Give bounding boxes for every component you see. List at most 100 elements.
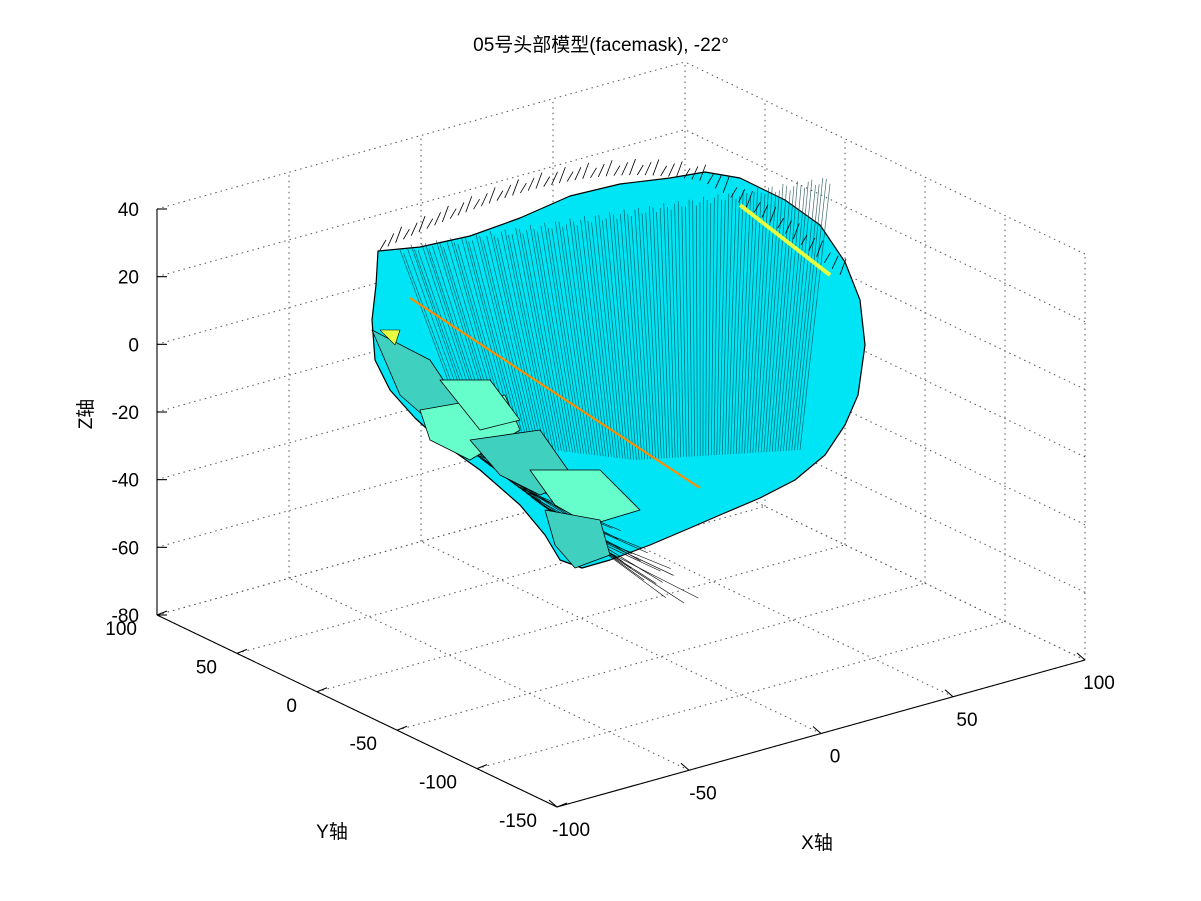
grid-line xyxy=(396,582,926,731)
mesh-line xyxy=(475,233,529,448)
mesh-line xyxy=(652,207,665,459)
edge-spike xyxy=(441,205,449,223)
edge-spike xyxy=(410,222,418,236)
edge-spike xyxy=(785,220,792,234)
grid-line xyxy=(420,541,822,734)
yellow-patch xyxy=(379,329,401,346)
edge-spike xyxy=(496,190,504,201)
mesh-line xyxy=(708,203,712,456)
mesh-line xyxy=(771,186,795,452)
mesh-line xyxy=(727,198,737,455)
edge-spike xyxy=(488,187,496,204)
mesh-line xyxy=(555,221,590,455)
edge-spike xyxy=(621,162,629,176)
mesh-line xyxy=(562,227,596,456)
mesh-line xyxy=(744,187,759,454)
y-tick xyxy=(316,687,328,693)
mesh-line xyxy=(580,219,610,457)
mesh-line xyxy=(623,209,643,460)
y-tick-label: 0 xyxy=(286,696,297,717)
mesh-line xyxy=(794,177,824,451)
edge-spike xyxy=(465,196,473,213)
edge-spike xyxy=(449,208,457,219)
facemask-surface xyxy=(371,158,866,604)
y-tick xyxy=(156,610,168,616)
edge-spike xyxy=(660,165,668,177)
mesh-line xyxy=(638,208,654,459)
mesh-line xyxy=(783,181,809,452)
orange-stripe xyxy=(409,297,701,489)
mesh-line xyxy=(733,190,744,455)
edge-spike xyxy=(629,158,636,176)
mesh-line xyxy=(544,222,582,454)
edge-spike xyxy=(457,202,465,216)
mesh-line xyxy=(627,214,646,460)
mesh-line xyxy=(681,206,687,457)
mesh-line xyxy=(788,184,816,451)
mesh-line xyxy=(716,199,722,456)
mesh-line xyxy=(594,215,621,459)
mesh-line xyxy=(536,231,576,453)
mesh-line xyxy=(730,196,741,455)
edge-spike xyxy=(714,175,722,189)
edge-spike xyxy=(746,191,753,208)
mesh-line xyxy=(573,221,604,457)
z-tick-label: -20 xyxy=(112,403,139,424)
edge-spike xyxy=(597,163,605,178)
mesh-line xyxy=(612,214,634,460)
mesh-line xyxy=(766,185,787,453)
edge-spike xyxy=(722,176,730,194)
chart-title: 05号头部模型(facemask), -22° xyxy=(473,34,729,56)
edge-spike xyxy=(543,176,551,187)
edge-spike xyxy=(816,240,823,257)
edge-spike xyxy=(683,168,691,179)
mesh-line xyxy=(630,215,648,460)
mesh-line xyxy=(471,240,526,447)
mesh-line xyxy=(489,231,540,449)
mesh-line xyxy=(482,240,535,448)
y-tick xyxy=(236,648,248,654)
edge-spike xyxy=(668,163,675,177)
z-tick-label: 40 xyxy=(118,200,139,221)
mesh-line xyxy=(609,212,632,460)
x-tick-label: 50 xyxy=(956,710,977,731)
mesh-line xyxy=(526,230,568,452)
x-tick xyxy=(1076,652,1086,661)
mesh-line xyxy=(540,225,579,454)
mesh-line xyxy=(741,191,755,454)
edge-spike xyxy=(434,212,441,226)
edge-spike xyxy=(808,237,816,251)
grid-line xyxy=(684,61,1086,255)
mesh-line xyxy=(518,228,562,452)
grid-line xyxy=(476,621,1006,770)
edge-spike xyxy=(582,162,590,180)
edge-spike xyxy=(730,187,738,198)
x-tick xyxy=(812,726,822,734)
edge-spike xyxy=(403,229,410,240)
mesh-line xyxy=(677,201,684,458)
mesh-line xyxy=(508,234,554,451)
mesh-line xyxy=(774,181,798,452)
y-axis-line xyxy=(156,614,558,808)
edge-spike xyxy=(675,161,683,178)
edge-spike xyxy=(473,199,480,210)
edge-spike xyxy=(738,189,746,203)
mesh-line xyxy=(688,199,693,457)
mesh-line xyxy=(551,228,587,455)
x-tick xyxy=(944,689,954,698)
mesh-line xyxy=(598,214,623,459)
edge-spike xyxy=(574,166,582,181)
tick-labels: -80 -60 -40 -20 0 20 40 -100 -50 0 50 100 -150 -100 -5… xyxy=(105,200,1115,841)
grid-line xyxy=(156,129,686,278)
mesh-line xyxy=(695,205,698,457)
edge-spike xyxy=(535,172,543,189)
mesh-line xyxy=(780,187,806,452)
mesh-line xyxy=(710,197,715,456)
yellow-stripe xyxy=(738,203,832,277)
edge-spike xyxy=(605,160,613,177)
grid-line xyxy=(316,544,846,693)
mesh-line xyxy=(558,221,593,455)
y-tick-label: 50 xyxy=(196,657,217,678)
mesh-line xyxy=(656,212,668,459)
